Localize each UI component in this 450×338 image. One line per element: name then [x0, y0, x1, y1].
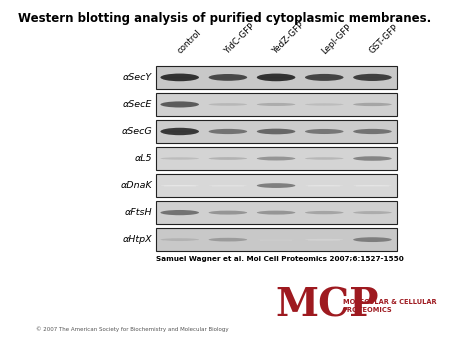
- Text: αHtpX: αHtpX: [122, 235, 152, 244]
- Bar: [156, 174, 396, 197]
- Bar: [156, 93, 396, 116]
- Ellipse shape: [257, 103, 295, 106]
- Ellipse shape: [257, 183, 295, 188]
- Ellipse shape: [305, 103, 343, 106]
- Text: αFtsH: αFtsH: [125, 208, 152, 217]
- Text: MCP: MCP: [275, 287, 378, 324]
- Bar: [156, 66, 396, 89]
- Ellipse shape: [209, 157, 247, 160]
- Text: LepI-GFP: LepI-GFP: [320, 22, 353, 56]
- Bar: [156, 201, 396, 224]
- Ellipse shape: [257, 129, 295, 134]
- Ellipse shape: [161, 157, 199, 160]
- Ellipse shape: [257, 156, 295, 161]
- Ellipse shape: [305, 211, 343, 214]
- Ellipse shape: [257, 74, 295, 81]
- Ellipse shape: [305, 185, 343, 186]
- Ellipse shape: [257, 239, 295, 241]
- Text: MOLECULAR & CELLULAR
PROTEOMICS: MOLECULAR & CELLULAR PROTEOMICS: [342, 299, 436, 313]
- Text: αSecY: αSecY: [123, 73, 152, 82]
- Bar: [156, 147, 396, 170]
- Text: αSecG: αSecG: [122, 127, 152, 136]
- Ellipse shape: [353, 103, 392, 106]
- Ellipse shape: [353, 156, 392, 161]
- Ellipse shape: [305, 239, 343, 240]
- Ellipse shape: [161, 101, 199, 107]
- Ellipse shape: [209, 74, 247, 81]
- Text: GST-GFP: GST-GFP: [368, 23, 400, 56]
- Text: αDnaK: αDnaK: [121, 181, 152, 190]
- Ellipse shape: [209, 211, 247, 215]
- Ellipse shape: [305, 129, 343, 134]
- Text: © 2007 The American Society for Biochemistry and Molecular Biology: © 2007 The American Society for Biochemi…: [36, 326, 229, 332]
- Text: YedZ-GFP: YedZ-GFP: [271, 20, 307, 56]
- Ellipse shape: [209, 185, 247, 186]
- Text: Western blotting analysis of purified cytoplasmic membranes.: Western blotting analysis of purified cy…: [18, 12, 432, 25]
- Ellipse shape: [209, 129, 247, 134]
- Ellipse shape: [353, 211, 392, 214]
- Ellipse shape: [161, 128, 199, 135]
- Ellipse shape: [353, 74, 392, 81]
- Text: YidC-GFP: YidC-GFP: [223, 22, 257, 56]
- Bar: [156, 120, 396, 143]
- Ellipse shape: [161, 238, 199, 241]
- Ellipse shape: [161, 210, 199, 215]
- Text: Samuel Wagner et al. Mol Cell Proteomics 2007;6:1527-1550: Samuel Wagner et al. Mol Cell Proteomics…: [156, 256, 403, 262]
- Text: control: control: [175, 28, 202, 56]
- Ellipse shape: [257, 211, 295, 215]
- Ellipse shape: [209, 103, 247, 106]
- Ellipse shape: [353, 129, 392, 134]
- Ellipse shape: [353, 185, 392, 186]
- Text: αSecE: αSecE: [123, 100, 152, 109]
- Text: αL5: αL5: [135, 154, 152, 163]
- Ellipse shape: [161, 74, 199, 81]
- Ellipse shape: [305, 74, 343, 81]
- Bar: [156, 228, 396, 251]
- Ellipse shape: [305, 157, 343, 160]
- Ellipse shape: [161, 185, 199, 186]
- Ellipse shape: [353, 237, 392, 242]
- Ellipse shape: [209, 238, 247, 241]
